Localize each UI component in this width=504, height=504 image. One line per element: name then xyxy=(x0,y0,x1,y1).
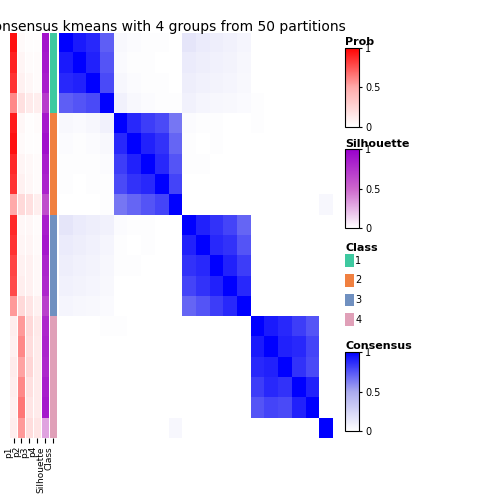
Text: 3: 3 xyxy=(355,295,361,305)
Text: 1: 1 xyxy=(355,256,361,266)
Text: Consensus: Consensus xyxy=(345,341,412,351)
Text: Silhouette: Silhouette xyxy=(345,139,410,149)
Text: 2: 2 xyxy=(355,275,361,285)
Text: Prob: Prob xyxy=(345,37,374,47)
Text: Class: Class xyxy=(345,243,378,253)
Text: consensus kmeans with 4 groups from 50 partitions: consensus kmeans with 4 groups from 50 p… xyxy=(0,20,346,34)
Text: 4: 4 xyxy=(355,314,361,325)
